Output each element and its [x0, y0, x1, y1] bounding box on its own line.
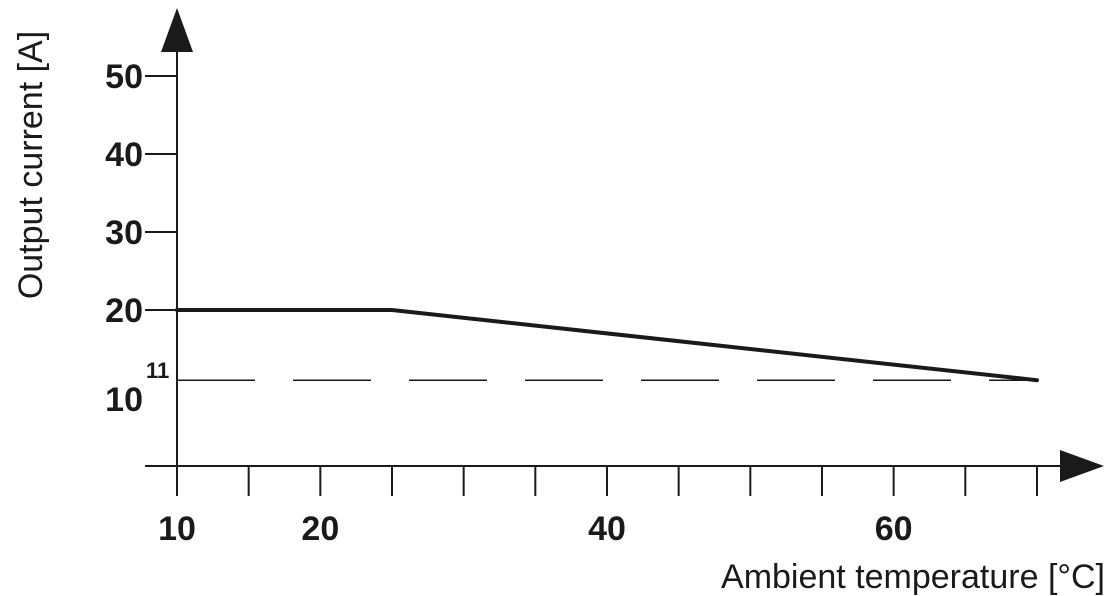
y-axis-title: Output current [A] [12, 31, 50, 299]
reference-line-group: 11 [146, 358, 1037, 383]
y-tick-label: 30 [105, 214, 143, 252]
x-axis-arrow [1060, 450, 1104, 482]
y-tick-label: 50 [105, 58, 143, 96]
y-tick-label: 40 [105, 136, 143, 174]
reference-line-label: 11 [146, 358, 169, 383]
series-group [175, 308, 1039, 383]
y-tick-label: 20 [105, 292, 143, 330]
series-line [175, 308, 1039, 383]
x-tick-label: 60 [875, 510, 913, 548]
y-axis-arrow [161, 8, 193, 52]
y-tick-label: 10 [105, 381, 143, 419]
y-axis-ticks: 20 30 40 50 10 [105, 58, 177, 419]
x-tick-label: 20 [301, 510, 339, 548]
x-tick-label: 10 [158, 510, 196, 548]
x-tick-label: 40 [588, 510, 626, 548]
x-axis-title: Ambient temperature [°C] [721, 558, 1105, 596]
axes [145, 8, 1104, 491]
x-axis-ticks: 10 20 40 60 [158, 466, 1038, 548]
